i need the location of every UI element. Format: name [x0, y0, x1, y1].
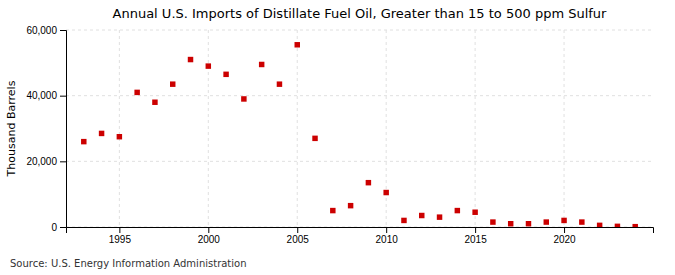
y-axis-title: Thousand Barrels	[5, 80, 18, 177]
point	[152, 99, 157, 104]
tick-mark	[208, 227, 209, 233]
tick-mark	[297, 227, 298, 233]
tick-label: 40,000	[26, 90, 57, 101]
y-axis: 0 20,000 40,000 60,000	[26, 25, 66, 233]
tick-mark	[60, 30, 66, 31]
point	[241, 96, 246, 101]
tick: 2000	[198, 227, 221, 245]
tick: 2015	[464, 227, 487, 245]
tick-label: 2020	[553, 234, 576, 245]
tick-mark	[60, 161, 66, 162]
tick-label: 20,000	[26, 156, 57, 167]
point	[632, 224, 637, 227]
axis-line	[60, 31, 67, 228]
point	[134, 90, 139, 95]
point	[401, 218, 406, 223]
tick: 2010	[376, 227, 399, 245]
point	[455, 208, 460, 213]
point	[117, 134, 122, 139]
tick: 1995	[109, 227, 132, 245]
tick-label: 2010	[376, 234, 399, 245]
tick: 20,000	[26, 156, 66, 167]
point	[277, 81, 282, 86]
tick-label: 2000	[198, 234, 221, 245]
point	[579, 219, 584, 224]
tick-label: 1995	[109, 234, 132, 245]
tick: 2020	[553, 227, 576, 245]
point	[383, 190, 388, 195]
grid-line	[119, 30, 120, 227]
tick-label: 0	[51, 222, 57, 233]
axis-line	[67, 228, 654, 234]
plot: 1995 2000 2005 2010 2015 2020 0 20,000 40,000 60,…	[26, 25, 653, 245]
tick-label: 60,000	[26, 25, 57, 36]
grid-line	[66, 161, 653, 162]
tick-mark	[119, 227, 120, 233]
points	[81, 42, 638, 227]
chart: 1995 2000 2005 2010 2015 2020 0 20,000 40,000 60,…	[0, 0, 675, 275]
point	[259, 62, 264, 67]
point	[81, 139, 86, 144]
tick: 40,000	[26, 90, 66, 101]
point	[544, 219, 549, 224]
x-axis: 1995 2000 2005 2010 2015 2020	[67, 227, 654, 245]
point	[170, 81, 175, 86]
tick-mark	[60, 96, 66, 97]
tick: 60,000	[26, 25, 66, 36]
tick: 0	[51, 222, 66, 233]
point	[526, 221, 531, 226]
point	[615, 224, 620, 227]
point	[437, 214, 442, 219]
grid	[66, 30, 653, 227]
point	[295, 42, 300, 47]
title: Annual U.S. Imports of Distillate Fuel O…	[113, 6, 608, 21]
annotation: Source: U.S. Energy Information Administ…	[10, 258, 247, 269]
point	[348, 203, 353, 208]
tick-mark	[475, 227, 476, 233]
tick: 2005	[287, 227, 310, 245]
point	[366, 180, 371, 185]
point	[561, 218, 566, 223]
point	[99, 131, 104, 136]
point	[597, 223, 602, 227]
grid-line	[475, 30, 476, 227]
tick-label: 2015	[464, 234, 487, 245]
grid-line	[66, 30, 653, 31]
grid-line	[66, 95, 653, 96]
point	[330, 208, 335, 213]
point	[188, 57, 193, 62]
point	[490, 219, 495, 224]
point	[419, 213, 424, 218]
point	[508, 221, 513, 226]
grid-line	[386, 30, 387, 227]
tick-label: 2005	[287, 234, 310, 245]
point	[206, 63, 211, 68]
tick-mark	[60, 227, 66, 228]
grid-line	[208, 30, 209, 227]
grid-line	[297, 30, 298, 227]
point	[223, 72, 228, 77]
tick-mark	[386, 227, 387, 233]
point	[472, 209, 477, 214]
grid-line	[564, 30, 565, 227]
tick-mark	[564, 227, 565, 233]
point	[312, 136, 317, 141]
